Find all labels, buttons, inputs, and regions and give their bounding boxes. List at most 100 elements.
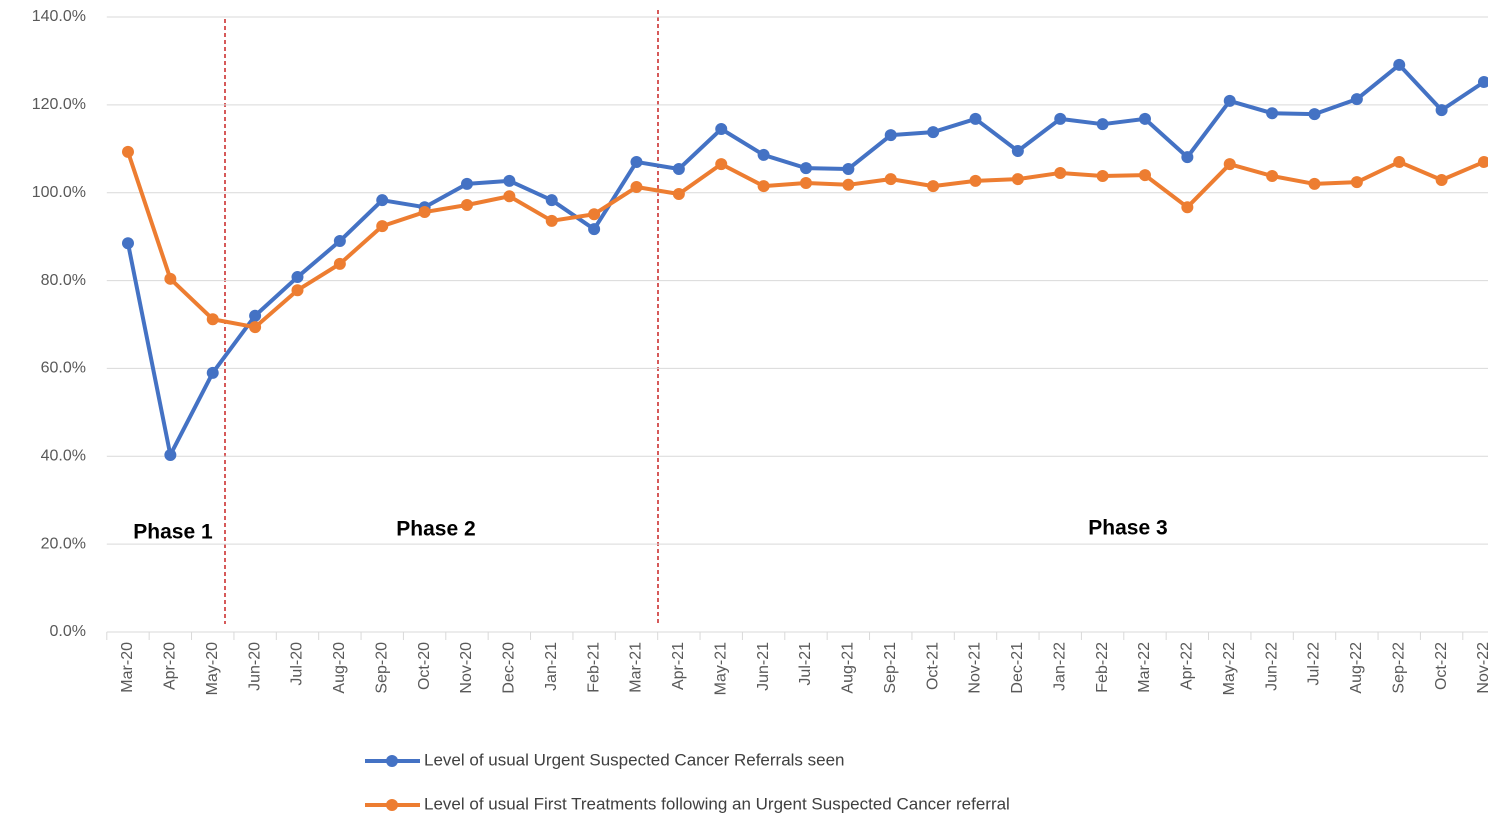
x-tick-label: Apr-20 [162, 642, 179, 690]
point [376, 220, 389, 233]
point [1393, 58, 1406, 71]
x-tick-label: Jun-20 [246, 642, 263, 691]
x-tick-label: Feb-21 [585, 642, 602, 693]
y-tick-label: 100.0% [32, 184, 86, 201]
y-tick-label: 60.0% [41, 360, 86, 377]
point [291, 271, 304, 284]
legend-label: Level of usual Urgent Suspected Cancer R… [424, 750, 845, 769]
x-tick-label: Jan-21 [543, 642, 560, 691]
x-tick-label: Oct-20 [416, 642, 433, 690]
x-tick-label: May-21 [712, 642, 729, 695]
x-tick-label: Nov-21 [967, 642, 984, 694]
point [121, 237, 134, 250]
series-line [126, 62, 1486, 457]
x-tick-label: Aug-22 [1348, 642, 1365, 694]
point [1477, 155, 1488, 168]
y-tick-label: 120.0% [32, 96, 86, 113]
y-tick-label: 0.0% [50, 623, 86, 640]
point [1308, 177, 1321, 190]
point [545, 214, 558, 227]
point [1435, 173, 1448, 186]
point [1308, 108, 1321, 121]
point [757, 180, 770, 193]
point [418, 206, 431, 219]
x-tick-label: Dec-20 [501, 642, 518, 694]
point [630, 155, 643, 168]
point [121, 145, 134, 158]
y-tick-label: 40.0% [41, 448, 86, 465]
point [206, 313, 219, 326]
point [460, 177, 473, 190]
point [1350, 176, 1363, 189]
x-tick-label: Aug-20 [331, 642, 348, 694]
x-tick-label: Sep-20 [373, 642, 390, 694]
point [588, 223, 601, 236]
point [1181, 201, 1194, 214]
point [927, 180, 940, 193]
legend-label: Level of usual First Treatments followin… [424, 794, 1010, 813]
point [249, 321, 262, 334]
phase-label: Phase 2 [396, 518, 475, 541]
point [757, 148, 770, 161]
x-tick-label: Jun-22 [1263, 642, 1280, 691]
point [927, 126, 940, 139]
x-tick-label: Nov-22 [1475, 642, 1488, 694]
point [1138, 112, 1151, 125]
point [1223, 94, 1236, 107]
x-tick-label: Mar-21 [628, 642, 645, 693]
point [333, 235, 346, 248]
point [715, 123, 728, 136]
point [164, 272, 177, 285]
point [884, 173, 897, 186]
point [715, 158, 728, 171]
x-tick-label: May-20 [204, 642, 221, 695]
point [1096, 118, 1109, 131]
x-tick-label: Jan-22 [1051, 642, 1068, 691]
point [799, 177, 812, 190]
point [1096, 170, 1109, 183]
legend-marker [386, 755, 398, 767]
point [376, 194, 389, 207]
point [672, 188, 685, 201]
point [1138, 169, 1151, 182]
point [503, 174, 516, 187]
x-tick-label: Jul-22 [1306, 642, 1323, 686]
point [969, 112, 982, 125]
legend-marker [386, 799, 398, 811]
x-tick-label: Jun-21 [755, 642, 772, 691]
point [1266, 170, 1279, 183]
x-tick-label: Aug-21 [840, 642, 857, 694]
point [884, 129, 897, 142]
x-tick-label: Sep-21 [882, 642, 899, 694]
x-tick-label: Jul-20 [289, 642, 306, 686]
x-tick-label: Feb-22 [1094, 642, 1111, 693]
x-tick-label: May-22 [1221, 642, 1238, 695]
x-tick-label: Apr-22 [1179, 642, 1196, 690]
point [969, 174, 982, 187]
point [1011, 144, 1024, 157]
point [842, 162, 855, 175]
x-tick-label: Apr-21 [670, 642, 687, 690]
point [672, 162, 685, 175]
y-tick-label: 20.0% [41, 535, 86, 552]
point [630, 181, 643, 194]
x-tick-label: Oct-21 [924, 642, 941, 690]
x-tick-label: Mar-20 [119, 642, 136, 693]
point [1350, 93, 1363, 106]
x-tick-label: Sep-22 [1390, 642, 1407, 694]
point [291, 284, 304, 297]
point [164, 448, 177, 461]
point [1266, 107, 1279, 120]
point [588, 208, 601, 221]
point [1181, 151, 1194, 164]
phase-label: Phase 3 [1088, 517, 1167, 540]
point [1223, 158, 1236, 171]
point [842, 178, 855, 191]
point [503, 190, 516, 203]
point [1054, 166, 1067, 179]
point [1054, 112, 1067, 125]
phase-label: Phase 1 [133, 521, 213, 544]
x-tick-label: Mar-22 [1136, 642, 1153, 693]
point [1011, 173, 1024, 186]
